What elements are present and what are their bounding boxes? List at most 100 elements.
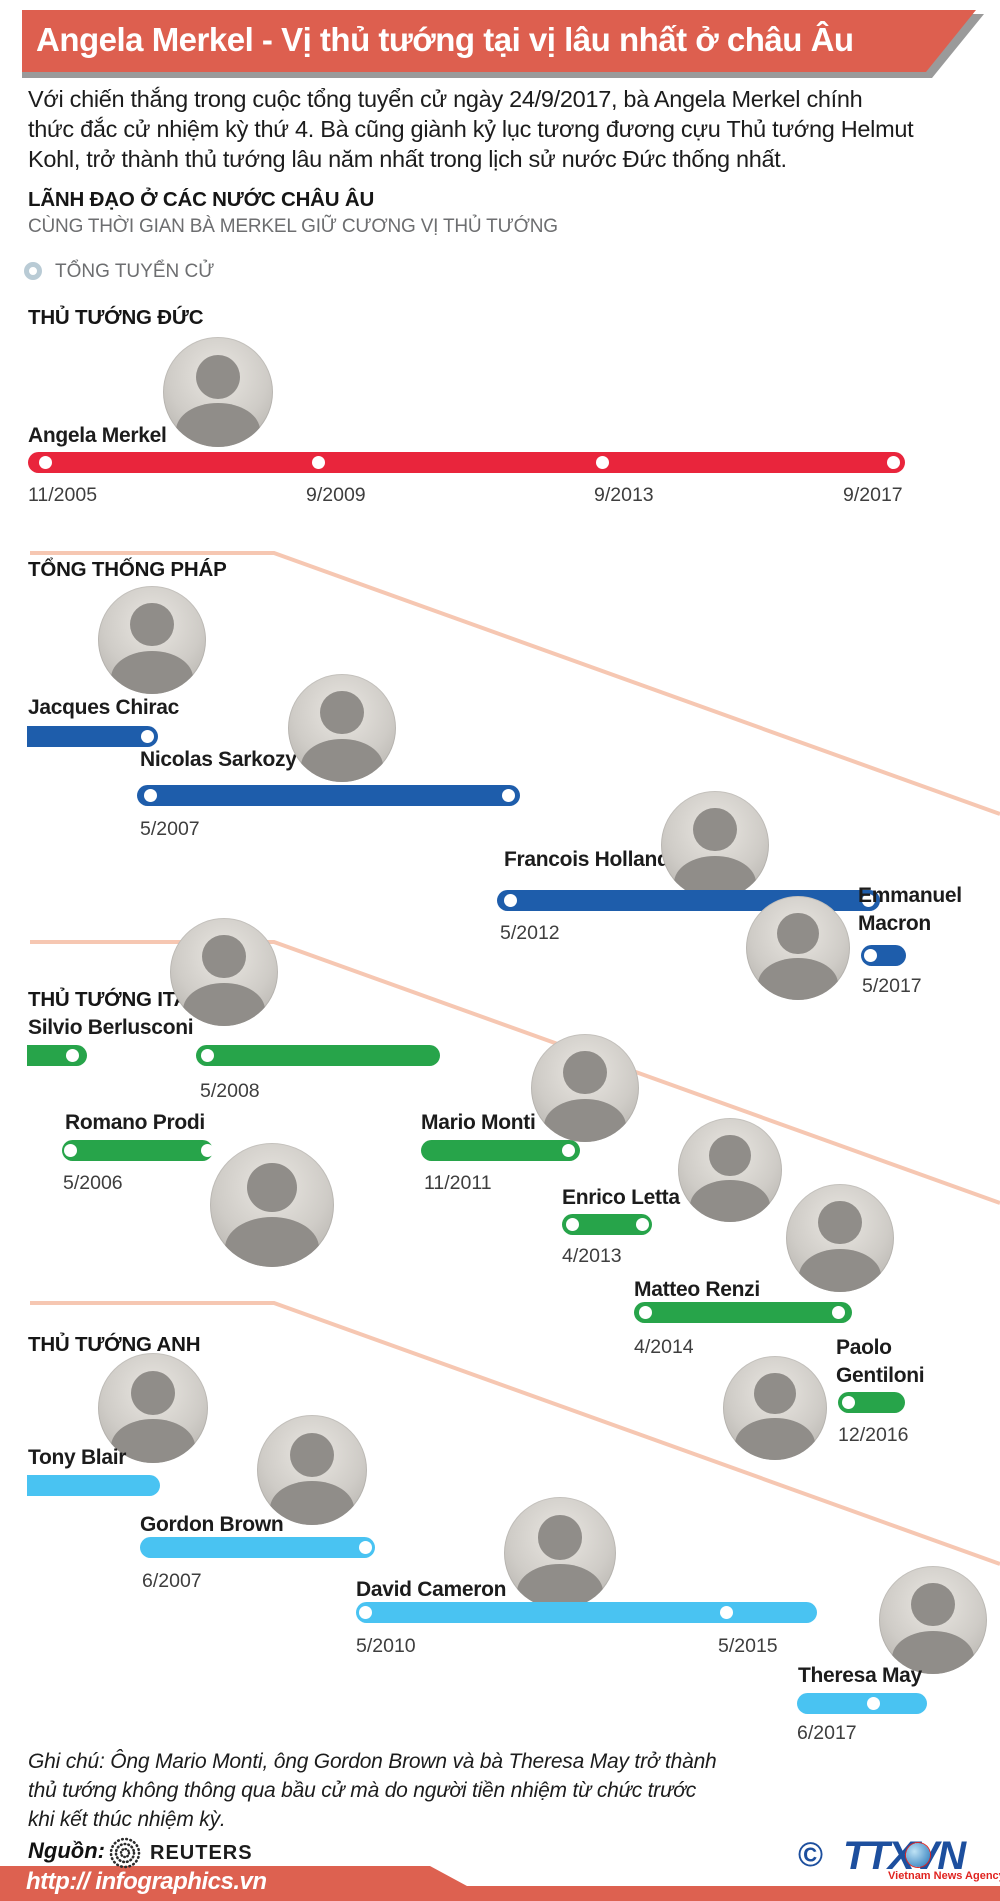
timeline-bar-sarkozy [137,785,520,806]
avatar-silhouette [758,958,838,1000]
leader-name-sarkozy: Nicolas Sarkozy [140,748,297,771]
avatar-silhouette [247,1162,297,1213]
avatar-silhouette [110,650,194,694]
date-label: 5/2008 [200,1080,260,1102]
timeline-bar-blair [27,1475,160,1496]
avatar-silhouette [300,738,384,782]
election-dot [66,1049,79,1062]
timeline-bar-prodi [62,1140,214,1161]
page-title: Angela Merkel - Vị thủ tướng tại vị lâu … [36,21,854,58]
date-label: 5/2012 [500,922,560,944]
timeline-bar-may [797,1693,927,1714]
intro-line: Kohl, trở thành thủ tướng lâu năm nhất t… [28,146,787,172]
avatar-silhouette [693,808,737,852]
date-label: 5/2006 [63,1172,123,1194]
election-dot [566,1218,579,1231]
footnote-line: khi kết thúc nhiệm kỳ. [28,1808,226,1831]
intro-line: Với chiến thắng trong cuộc tổng tuyển cử… [28,86,863,112]
election-dot [720,1606,733,1619]
avatar-jacques-chirac [98,586,206,694]
election-dot [832,1306,845,1319]
election-dot [502,789,515,802]
avatar-silvio-berlusconi [170,918,278,1026]
timeline-bar-macron [861,945,906,966]
date-label: 12/2016 [838,1424,909,1446]
leader-name-blair: Tony Blair [28,1446,127,1469]
date-label: 4/2013 [562,1245,622,1267]
avatar-silhouette [224,1217,320,1267]
globe-icon [906,1843,930,1867]
election-dot [887,456,900,469]
chart-title: LÃNH ĐẠO Ở CÁC NƯỚC CHÂU ÂU [28,188,375,211]
avatar-silhouette [911,1583,955,1627]
source-label: Nguồn: [28,1838,105,1863]
chart-subtitle: CÙNG THỜI GIAN BÀ MERKEL GIỮ CƯƠNG VỊ TH… [28,216,558,237]
avatar-silhouette [320,691,364,735]
election-dot [867,1697,880,1710]
avatar-paolo-gentiloni [723,1356,827,1460]
election-dot [141,730,154,743]
election-dot [359,1541,372,1554]
reuters-logo-icon [109,1837,141,1869]
avatar-silhouette [563,1051,607,1095]
timeline-bar-monti [421,1140,580,1161]
avatar-francois-hollande [661,791,769,899]
avatar-silhouette [777,912,819,955]
avatar-theresa-may [879,1566,987,1674]
timeline-bar-letta [562,1214,652,1235]
leader-name-renzi: Matteo Renzi [634,1278,760,1301]
date-label: 6/2017 [797,1722,857,1744]
election-dot [64,1144,77,1157]
election-dot [562,1144,575,1157]
avatar-tony-blair [98,1353,208,1463]
election-dot [636,1218,649,1231]
agency-name: Vietnam News Agency [888,1870,1000,1882]
timeline-bar-cameron [356,1602,817,1623]
intro-paragraph: Với chiến thắng trong cuộc tổng tuyển cử… [28,84,914,174]
avatar-emmanuel-macron [746,896,850,1000]
ttxvn-logo: TTXVN [843,1834,966,1878]
leader-name-cameron: David Cameron [356,1578,507,1601]
election-dot [639,1306,652,1319]
election-dot [201,1144,214,1157]
avatar-silhouette [754,1372,796,1415]
footnote-line: Ghi chú: Ông Mario Monti, ông Gordon Bro… [28,1750,717,1773]
leader-name-gentiloni-line1: Paolo [836,1336,892,1359]
election-dot [39,456,52,469]
avatar-silhouette [690,1180,770,1222]
leader-name-monti: Mario Monti [421,1111,536,1134]
copyright-icon: © [798,1836,824,1874]
leader-name-berlusconi: Silvio Berlusconi [28,1016,194,1039]
avatar-silhouette [798,1248,882,1292]
avatar-silhouette [111,1419,195,1463]
date-label: 5/2007 [140,818,200,840]
avatar-david-cameron [504,1497,616,1609]
avatar-enrico-letta [678,1118,782,1222]
leader-name-merkel: Angela Merkel [28,424,167,447]
election-dot [504,894,517,907]
date-label: 9/2009 [306,484,366,506]
leader-name-hollande: Francois Hollande [504,848,681,871]
section-heading-uk: THỦ TƯỚNG ANH [28,1333,201,1356]
footnote-line: thủ tướng không thông qua bầu cử mà do n… [28,1779,697,1802]
section-heading-germany: THỦ TƯỚNG ĐỨC [28,306,204,329]
leader-name-macron-line1: Emmanuel [858,884,962,907]
date-label: 11/2005 [28,484,98,506]
timeline-bar-berlusconi-2 [196,1045,440,1066]
election-dot [596,456,609,469]
date-label: 5/2015 [718,1635,778,1657]
avatar-silhouette [130,603,174,647]
timeline-bar-chirac [27,726,158,747]
leader-name-prodi: Romano Prodi [65,1111,205,1134]
election-dot [862,894,875,907]
timeline-bar-brown [140,1537,375,1558]
leader-name-letta: Enrico Letta [562,1186,680,1209]
election-dot [312,456,325,469]
leader-name-macron-line2: Macron [858,912,931,935]
avatar-silhouette [891,1630,975,1674]
timeline-bar-merkel [28,452,905,473]
avatar-silhouette [517,1564,603,1609]
timeline-bar-gentiloni [838,1392,905,1413]
avatar-gordon-brown [257,1415,367,1525]
election-dot [201,1049,214,1062]
